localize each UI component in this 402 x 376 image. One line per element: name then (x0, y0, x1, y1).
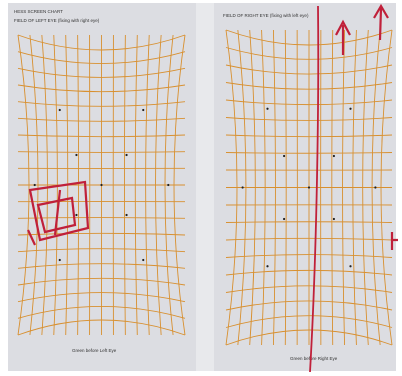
grid-dot (100, 184, 102, 186)
fold (196, 3, 214, 371)
grid-dot (333, 218, 335, 220)
right-title: FIELD OF RIGHT EYE (fixing with left eye… (223, 13, 309, 18)
grid-dot (59, 259, 61, 261)
grid-dot (283, 218, 285, 220)
grid-dot (349, 108, 351, 110)
grid-dot (374, 186, 376, 188)
left-title: FIELD OF LEFT EYE (fixing with right eye… (14, 18, 100, 23)
grid-dot (167, 184, 169, 186)
grid-dot (266, 108, 268, 110)
grid-dot (308, 186, 310, 188)
grid-dot (333, 155, 335, 157)
left-footer: Green before Left Eye (72, 348, 117, 353)
grid-dot (349, 265, 351, 267)
grid-dot (59, 109, 61, 111)
grid-dot (34, 184, 36, 186)
page: HESS SCREEN CHART FIELD OF LEFT EYE (fix… (0, 0, 402, 376)
grid-dot (125, 214, 127, 216)
grid-dot (75, 214, 77, 216)
chart-header: HESS SCREEN CHART (14, 9, 63, 14)
photo: HESS SCREEN CHART FIELD OF LEFT EYE (fix… (0, 0, 402, 376)
grid-dot (266, 265, 268, 267)
grid-dot (283, 155, 285, 157)
grid-dot (142, 109, 144, 111)
grid-dot (142, 259, 144, 261)
grid-dot (242, 186, 244, 188)
grid-dot (125, 154, 127, 156)
grid-dot (75, 154, 77, 156)
right-footer: Green before Right Eye (290, 356, 338, 361)
